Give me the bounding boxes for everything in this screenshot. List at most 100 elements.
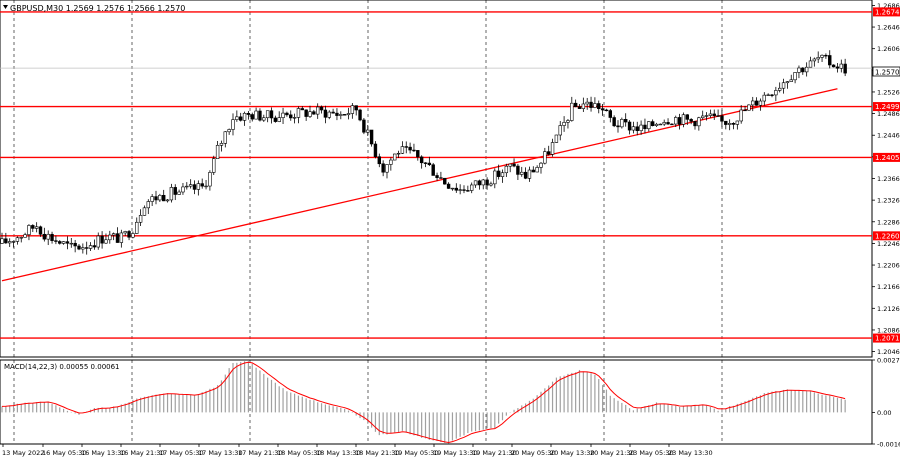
candle-body [308, 111, 312, 117]
macd-signal-line [1, 361, 846, 444]
candle-body [408, 146, 412, 151]
candle-body [19, 237, 23, 239]
candle-body [631, 126, 636, 131]
macd-tick-label: 0.00 [877, 409, 891, 417]
level-label-text: 1.2071 [875, 335, 900, 343]
time-tick-label: 20 May 05:30 [511, 449, 556, 457]
candle-body [389, 159, 393, 165]
candle-body [450, 187, 455, 190]
candle-body [835, 66, 840, 69]
candle-body [285, 112, 289, 116]
candle-body [604, 109, 609, 112]
candle-body [724, 120, 728, 125]
candle-body [770, 94, 774, 96]
candle-body [693, 121, 697, 127]
candle-body [200, 183, 204, 187]
candle-body [581, 103, 586, 109]
candle-body [319, 106, 324, 111]
candle-body [273, 117, 278, 122]
candle-body [212, 158, 216, 173]
collapse-arrow-icon [3, 5, 8, 9]
candle-body [61, 241, 66, 244]
current-price-label-box [872, 66, 900, 77]
candle-body [623, 119, 628, 123]
candle-body [354, 105, 358, 111]
macd-tick-label: 0.00275 [877, 357, 900, 365]
candle-body [292, 117, 297, 119]
candle-body [500, 172, 505, 177]
candle-body [454, 187, 458, 191]
candle-body [77, 245, 81, 250]
candle-body [215, 145, 220, 159]
candle-body [146, 201, 150, 209]
macd-grid [13, 360, 723, 444]
price-tick-label: 1.2086 [877, 326, 900, 334]
candle-body [339, 114, 343, 116]
candle-body [342, 114, 347, 116]
candle-body [123, 231, 127, 234]
candle-body [520, 171, 524, 175]
candles [0, 50, 847, 255]
candle-body [165, 199, 170, 202]
candle-body [65, 241, 70, 244]
candle-body [493, 170, 497, 185]
candle-body [362, 119, 366, 133]
candle-body [489, 183, 493, 186]
candle-body [38, 226, 43, 235]
candle-body [427, 162, 432, 166]
candle-body [469, 184, 474, 191]
level-label-box [873, 231, 900, 241]
candle-body [400, 146, 405, 154]
candle-body [558, 125, 562, 136]
candle-body [801, 67, 805, 73]
macd-pane-frame [0, 359, 873, 445]
price-tick-label: 1.2526 [877, 88, 900, 96]
candle-body [496, 170, 501, 177]
time-tick-label: 20 May 13:30 [550, 449, 595, 457]
candle-body [704, 115, 709, 117]
candle-body [797, 67, 801, 73]
candle-body [647, 121, 651, 130]
time-tick-label: 18 May 21:30 [355, 449, 400, 457]
candle-body [8, 241, 12, 244]
price-tick-label: 1.2366 [877, 175, 900, 183]
candle-body [392, 153, 397, 161]
price-tick-label: 1.2446 [877, 132, 900, 140]
candle-body [419, 156, 424, 164]
candle-body [396, 152, 401, 155]
candle-body [204, 185, 208, 188]
candle-body [546, 151, 551, 155]
candle-body [808, 60, 813, 68]
candle-body [766, 94, 770, 96]
candle-body [158, 194, 162, 201]
candle-body [658, 123, 663, 126]
candle-body [46, 233, 50, 240]
candle-body [670, 123, 674, 126]
candle-body [331, 111, 335, 114]
time-tick-label: 16 May 05:30 [42, 449, 87, 457]
candle-body [208, 172, 212, 187]
candle-body [654, 123, 659, 127]
candle-body [73, 242, 77, 247]
macd-title: MACD(14,22,3) 0.00055 0.00061 [4, 363, 120, 371]
candle-body [262, 117, 266, 121]
candle-body [712, 113, 716, 116]
candle-body [635, 126, 639, 131]
candle-body [34, 226, 39, 229]
candle-body [42, 233, 47, 240]
candle-body [831, 64, 836, 68]
candle-body [735, 120, 740, 125]
time-tick-label: 18 May 05:30 [277, 449, 322, 457]
candle-body [50, 233, 54, 241]
candle-body [23, 234, 27, 238]
current-price-label-text: 1.2570 [875, 69, 900, 77]
price-pane-frame [0, 0, 873, 358]
candle-body [231, 119, 235, 130]
macd-histogram [1, 361, 846, 444]
candle-body [608, 110, 613, 118]
candle-body [304, 109, 308, 117]
candle-body [239, 116, 243, 121]
candle-body [804, 66, 809, 73]
